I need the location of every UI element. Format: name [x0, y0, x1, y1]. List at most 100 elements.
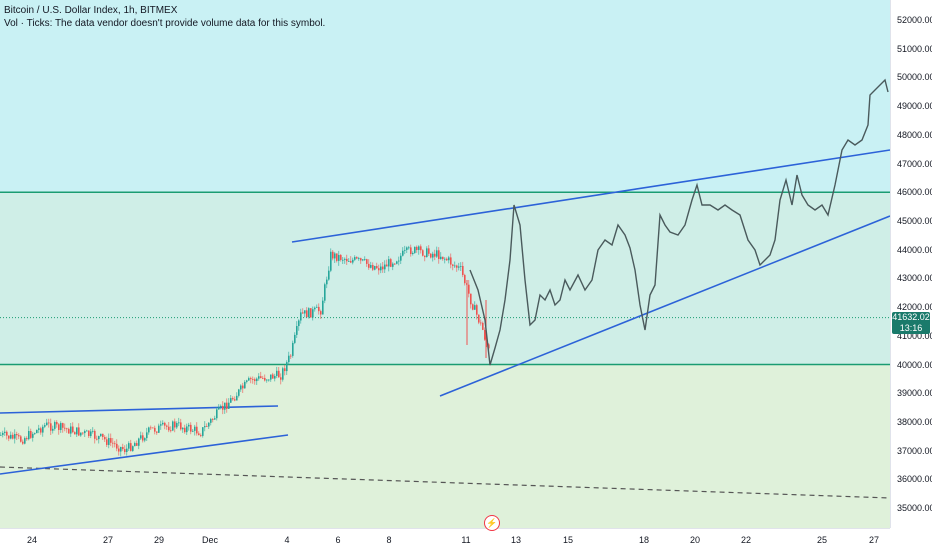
candle-body: [274, 375, 276, 379]
candle-body: [270, 374, 272, 380]
candle-body: [338, 255, 340, 261]
candle-body: [470, 293, 472, 305]
candle-body: [268, 379, 270, 381]
time-tick-label: 18: [638, 535, 650, 545]
candle-body: [166, 425, 168, 427]
candle-body: [396, 261, 398, 264]
time-axis[interactable]: 24 27 29 Dec 4 6 8 11 13 15 18 20 22 25 27: [0, 528, 890, 551]
candle-body: [410, 247, 412, 255]
time-tick-label: 22: [740, 535, 752, 545]
price-tick-label: 46000.00: [897, 187, 932, 198]
candle-body: [480, 322, 482, 324]
candle-body: [102, 433, 104, 438]
candle-body: [310, 308, 312, 318]
candle-body: [292, 342, 294, 356]
candle-body: [344, 258, 346, 260]
price-tick-label: 39000.00: [897, 388, 932, 399]
candle-body: [416, 246, 418, 250]
price-tick-label: 42000.00: [897, 302, 932, 313]
candle-body: [284, 368, 286, 372]
candle-body: [162, 422, 164, 425]
channel-lower-right: [439, 215, 890, 397]
symbol-title[interactable]: Bitcoin / U.S. Dollar Index, 1h, BITMEX: [4, 5, 178, 16]
price-tick-label: 47000.00: [897, 158, 932, 169]
candle-body: [198, 433, 200, 436]
candle-body: [142, 435, 144, 441]
candle-body: [236, 395, 238, 401]
candle-body: [144, 438, 146, 441]
candle-body: [200, 435, 202, 436]
price-line: [469, 78, 889, 366]
candle-body: [88, 430, 90, 437]
candle-body: [394, 263, 396, 265]
candle-body: [160, 424, 162, 426]
candle-body: [366, 259, 368, 264]
candle-body: [180, 422, 182, 430]
candle-body: [302, 312, 304, 314]
candle-body: [252, 379, 254, 380]
candle-body: [332, 251, 334, 259]
candle-body: [372, 265, 374, 270]
candle-body: [306, 310, 308, 318]
candle-body: [0, 434, 2, 436]
time-tick-label: 27: [102, 535, 114, 545]
candle-body: [272, 374, 274, 379]
candle-body: [188, 424, 190, 427]
candle-body: [36, 429, 38, 434]
candle-body: [288, 355, 290, 363]
candle-body: [248, 378, 250, 381]
price-tick-label: 41000.00: [897, 330, 932, 341]
candle-body: [232, 398, 234, 400]
price-tick-label: 51000.00: [897, 43, 932, 54]
candle-body: [150, 427, 152, 429]
candle-body: [26, 438, 28, 440]
candle-body: [92, 430, 94, 432]
price-tick-label: 48000.00: [897, 129, 932, 140]
chart-canvas[interactable]: [0, 0, 890, 528]
candle-body: [488, 344, 490, 349]
candle-body: [52, 428, 54, 431]
candle-body: [426, 248, 428, 258]
candle-body: [238, 389, 240, 396]
candle-body: [474, 305, 476, 310]
candle-body: [478, 314, 480, 323]
candle-body: [414, 246, 416, 253]
candle-body: [94, 430, 96, 439]
price-axis[interactable]: 52000.00 51000.00 50000.00 49000.00 48000.00…: [890, 0, 932, 528]
candle-body: [300, 312, 302, 321]
candle-body: [42, 426, 44, 433]
candle-body: [450, 257, 452, 265]
candle-body: [312, 309, 314, 318]
candle-body: [280, 377, 282, 380]
candle-body: [388, 259, 390, 267]
chart-area[interactable]: [0, 0, 890, 528]
candle-body: [110, 438, 112, 443]
candle-body: [40, 428, 42, 433]
candle-body: [258, 376, 260, 379]
candle-body: [72, 426, 74, 433]
time-tick-label: 11: [461, 535, 471, 545]
candle-body: [192, 430, 194, 432]
candle-body: [386, 264, 388, 267]
candle-body: [226, 402, 228, 409]
candle-body: [242, 385, 244, 389]
candle-body: [230, 398, 232, 403]
price-tick-label: 43000.00: [897, 273, 932, 284]
lightning-icon[interactable]: ⚡: [484, 515, 500, 531]
candle-body: [18, 435, 20, 437]
candle-body: [68, 428, 70, 434]
time-tick-label: 15: [562, 535, 574, 545]
candle-body: [458, 266, 460, 268]
candle-body: [442, 256, 444, 260]
candle-body: [316, 306, 318, 308]
candle-body: [282, 368, 284, 380]
candle-body: [82, 432, 84, 434]
candle-body: [20, 436, 22, 442]
candle-body: [326, 279, 328, 285]
candle-body: [62, 423, 64, 428]
candle-body: [16, 434, 18, 436]
volume-note: Vol · Ticks: The data vendor doesn't pro…: [4, 18, 326, 29]
candle-body: [120, 447, 122, 452]
price-tick-label: 45000.00: [897, 215, 932, 226]
price-tick-label: 50000.00: [897, 72, 932, 83]
